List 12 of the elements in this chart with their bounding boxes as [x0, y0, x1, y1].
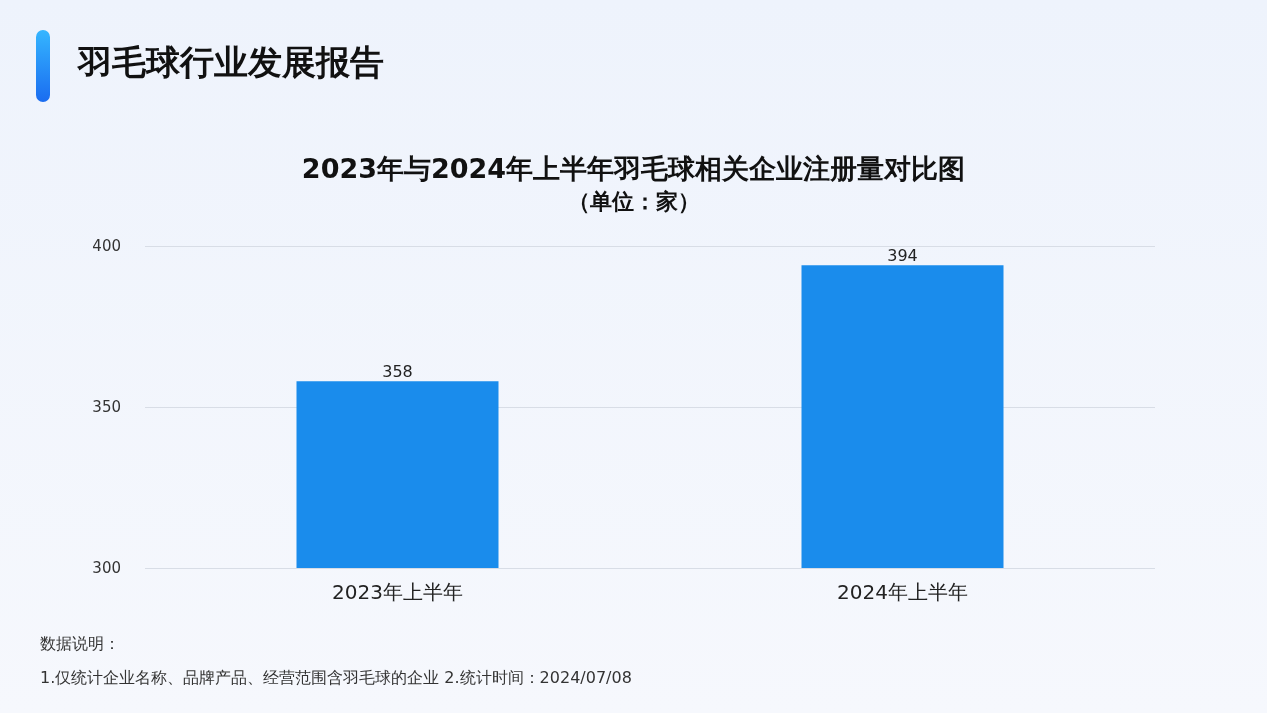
- x-tick-label: 2024年上半年: [837, 580, 968, 604]
- data-label: 358: [382, 361, 413, 381]
- data-label: 394: [887, 245, 918, 265]
- text: 羽毛球行业发展报告: [78, 41, 384, 84]
- chart-subtitle: （单位：家）: [567, 188, 700, 214]
- y-tick-label: 400: [92, 237, 121, 255]
- y-tick-label: 300: [92, 559, 121, 577]
- text: 1.仅统计企业名称、品牌产品、经营范围含羽毛球的企业 2.统计时间：2024/07/08: [40, 668, 632, 689]
- chart-title: 2023年与2024年上半年羽毛球相关企业注册量对比图: [301, 153, 966, 184]
- text: 数据说明：: [40, 634, 120, 655]
- x-tick-label: 2023年上半年: [332, 580, 463, 604]
- y-tick-label: 350: [92, 398, 121, 416]
